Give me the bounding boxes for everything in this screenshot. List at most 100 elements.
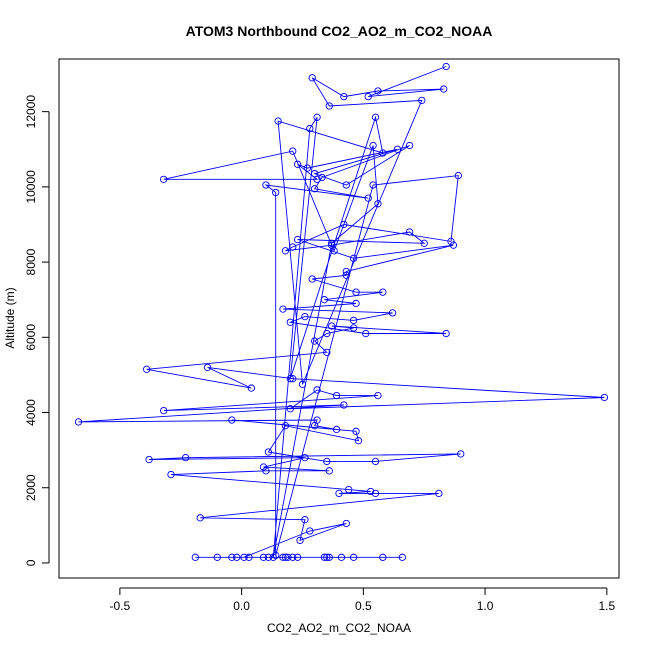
y-tick-label: 12000 [24,95,38,129]
data-point [74,418,83,426]
data-point [349,254,358,262]
data-point [228,416,236,424]
data-point [442,329,450,338]
data-point [337,553,346,561]
data-point [342,271,350,279]
data-point [240,553,248,561]
data-point [323,329,331,338]
data-point [374,87,382,95]
data-point [332,425,341,434]
data-point [328,241,336,249]
data-point [449,241,458,249]
data-point [160,175,168,183]
data-point [349,316,358,325]
x-tick-label: -0.5 [110,599,131,613]
data-point [325,467,333,475]
y-tick-label: 10000 [24,170,38,204]
data-point [308,275,316,283]
data-point [274,117,282,125]
data-point [313,386,321,394]
data-point [328,239,336,247]
data-point [313,113,321,121]
axes: -0.5 0.0 0.5 1.0 1.5 0 2000 4000 6000 8000 10000 12… [24,58,620,613]
data-point [272,551,280,560]
data-series [74,62,609,561]
data-point [213,553,221,561]
x-tick-label: 1.0 [477,599,494,613]
data-point [306,124,314,133]
data-point [328,322,336,330]
data-point [293,235,302,244]
data-point [349,553,358,561]
data-point [405,228,414,236]
data-point [296,536,304,545]
data-point [362,329,370,338]
data-point [289,375,297,383]
data-point [325,553,333,561]
data-point [388,309,397,317]
data-point [289,553,297,561]
data-point [284,553,292,561]
x-tick-label: 0.5 [355,599,372,613]
data-point [272,188,280,197]
data-point [340,401,348,409]
data-point [342,181,350,189]
y-tick-label: 2000 [24,474,38,501]
data-point [379,553,387,561]
data-point [264,553,273,561]
data-point [345,485,353,494]
data-point [367,487,375,496]
data-point [379,149,387,157]
y-tick-label: 6000 [24,324,38,351]
data-point [191,553,199,561]
data-point [289,243,297,251]
data-point [279,553,287,561]
series-line [78,66,605,558]
y-tick-label: 4000 [24,399,38,426]
data-point [293,160,302,168]
data-point [262,467,270,475]
data-point [259,463,268,471]
data-point [318,173,326,182]
data-point [160,406,168,415]
data-point [454,171,462,180]
x-tick-label: 1.5 [598,599,615,613]
data-point [320,296,329,304]
data-point [264,448,273,456]
data-point [369,181,377,189]
data-point [374,200,382,208]
data-point [203,363,212,372]
data-point [600,393,609,402]
data-point [340,92,348,101]
data-point [281,553,290,561]
data-point [371,489,380,498]
data-point [320,553,329,561]
data-point [181,454,190,462]
data-point [393,145,402,153]
data-point [228,553,236,561]
data-point [281,247,290,255]
data-point [311,337,319,345]
data-point [281,422,290,430]
data-point [233,553,241,561]
data-point [440,85,448,93]
y-tick-label: 8000 [24,248,38,275]
data-point [303,164,311,172]
data-point [354,437,363,445]
data-point [306,527,314,535]
data-point [311,170,319,178]
data-point [196,514,204,522]
data-point [167,470,175,479]
data-point [442,62,450,71]
data-point [349,324,358,332]
data-point [457,450,465,458]
data-point [323,553,331,561]
data-point [323,457,331,466]
data-point [323,348,331,356]
data-point [447,237,455,246]
data-point [301,516,309,524]
x-axis-label: CO2_AO2_m_CO2_NOAA [267,621,411,635]
data-point [371,457,380,466]
data-point [435,489,443,498]
